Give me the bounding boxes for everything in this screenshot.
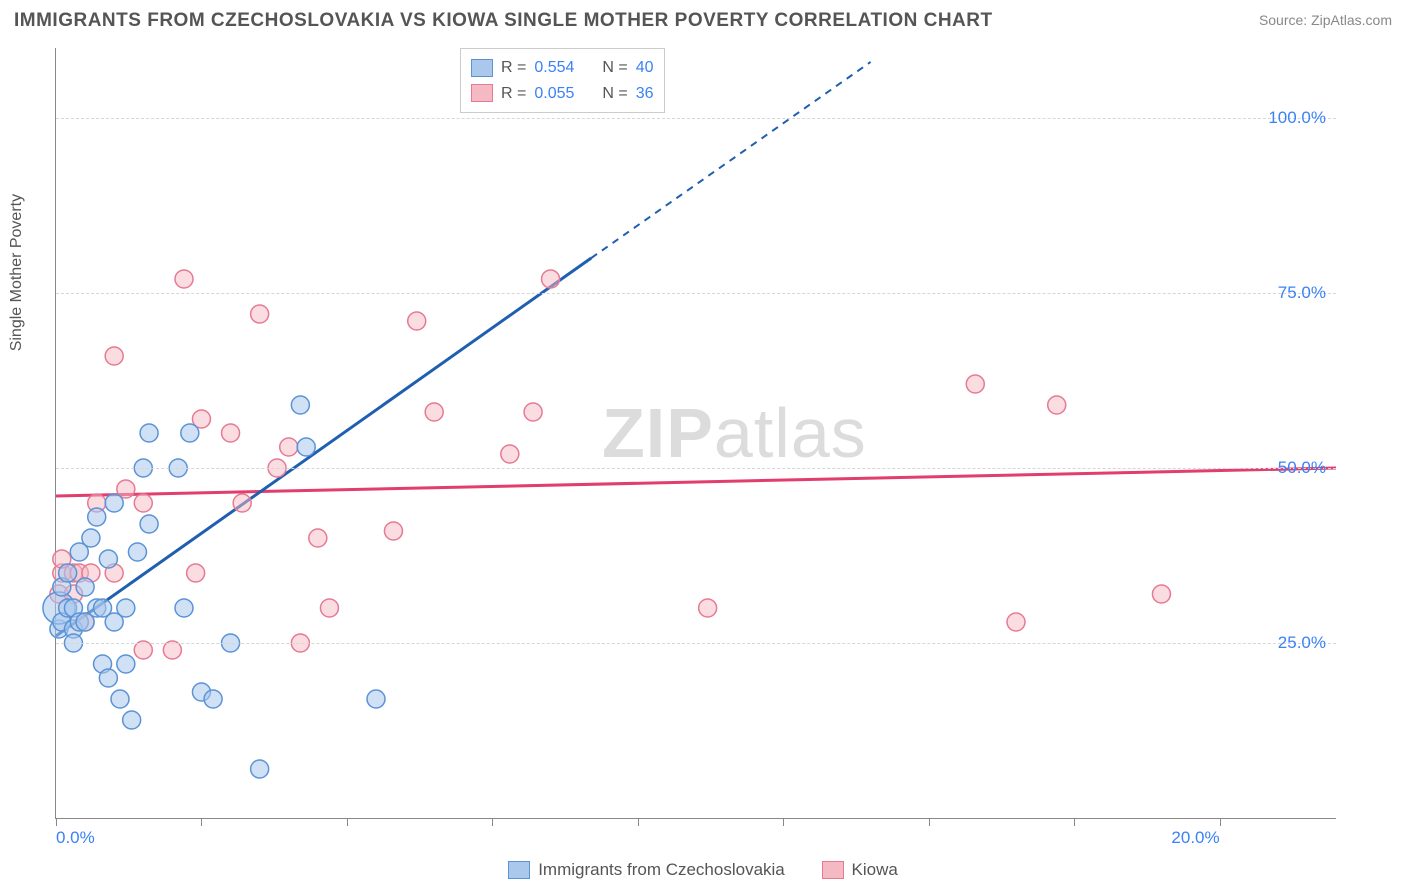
x-tick bbox=[1220, 818, 1221, 826]
y-tick-label: 25.0% bbox=[1278, 633, 1326, 653]
source-label: Source: ZipAtlas.com bbox=[1259, 12, 1392, 28]
plot-svg bbox=[56, 48, 1336, 818]
scatter-point-pink bbox=[309, 529, 327, 547]
scatter-point-pink bbox=[384, 522, 402, 540]
scatter-point-blue bbox=[181, 424, 199, 442]
legend-item-pink: Kiowa bbox=[822, 860, 898, 880]
x-tick bbox=[929, 818, 930, 826]
scatter-point-pink bbox=[425, 403, 443, 421]
scatter-point-blue bbox=[105, 494, 123, 512]
scatter-point-blue bbox=[128, 543, 146, 561]
n-label: N = bbox=[602, 55, 627, 81]
scatter-point-blue bbox=[140, 515, 158, 533]
swatch-pink bbox=[471, 84, 493, 102]
scatter-point-pink bbox=[175, 270, 193, 288]
scatter-point-pink bbox=[134, 494, 152, 512]
n-value-pink: 36 bbox=[636, 81, 654, 107]
gridline-h bbox=[56, 293, 1336, 294]
legend-row-pink: R = 0.055 N = 36 bbox=[471, 81, 654, 107]
x-tick bbox=[201, 818, 202, 826]
y-tick-label: 50.0% bbox=[1278, 458, 1326, 478]
scatter-point-pink bbox=[501, 445, 519, 463]
r-value-pink: 0.055 bbox=[534, 81, 574, 107]
scatter-point-pink bbox=[1007, 613, 1025, 631]
scatter-point-blue bbox=[251, 760, 269, 778]
scatter-point-pink bbox=[280, 438, 298, 456]
x-tick bbox=[1074, 818, 1075, 826]
y-tick-label: 75.0% bbox=[1278, 283, 1326, 303]
trend-line-pink bbox=[56, 468, 1336, 496]
swatch-blue bbox=[471, 59, 493, 77]
scatter-point-blue bbox=[117, 599, 135, 617]
scatter-point-pink bbox=[222, 424, 240, 442]
legend-label-blue: Immigrants from Czechoslovakia bbox=[538, 860, 785, 880]
scatter-point-pink bbox=[524, 403, 542, 421]
n-value-blue: 40 bbox=[636, 55, 654, 81]
scatter-point-blue bbox=[291, 396, 309, 414]
scatter-point-blue bbox=[140, 424, 158, 442]
chart-title: IMMIGRANTS FROM CZECHOSLOVAKIA VS KIOWA … bbox=[14, 10, 993, 32]
scatter-point-pink bbox=[699, 599, 717, 617]
scatter-point-pink bbox=[233, 494, 251, 512]
scatter-point-pink bbox=[542, 270, 560, 288]
r-label: R = bbox=[501, 81, 526, 107]
scatter-point-blue bbox=[175, 599, 193, 617]
r-label: R = bbox=[501, 55, 526, 81]
gridline-h bbox=[56, 118, 1336, 119]
gridline-h bbox=[56, 468, 1336, 469]
legend-series: Immigrants from Czechoslovakia Kiowa bbox=[0, 860, 1406, 884]
scatter-point-pink bbox=[1152, 585, 1170, 603]
scatter-point-pink bbox=[105, 347, 123, 365]
scatter-point-blue bbox=[99, 550, 117, 568]
plot-area: ZIPatlas 25.0%50.0%75.0%100.0%0.0%20.0% bbox=[55, 48, 1336, 819]
x-tick-label: 0.0% bbox=[56, 828, 95, 848]
scatter-point-blue bbox=[204, 690, 222, 708]
scatter-point-blue bbox=[123, 711, 141, 729]
scatter-point-pink bbox=[187, 564, 205, 582]
legend-row-blue: R = 0.554 N = 40 bbox=[471, 55, 654, 81]
swatch-blue bbox=[508, 861, 530, 879]
x-tick bbox=[347, 818, 348, 826]
n-label: N = bbox=[602, 81, 627, 107]
scatter-point-blue bbox=[297, 438, 315, 456]
scatter-point-pink bbox=[966, 375, 984, 393]
r-value-blue: 0.554 bbox=[534, 55, 574, 81]
scatter-point-blue bbox=[367, 690, 385, 708]
x-tick bbox=[492, 818, 493, 826]
scatter-point-pink bbox=[1048, 396, 1066, 414]
scatter-point-blue bbox=[82, 529, 100, 547]
legend-label-pink: Kiowa bbox=[852, 860, 898, 880]
x-tick bbox=[783, 818, 784, 826]
scatter-point-blue bbox=[88, 508, 106, 526]
y-tick-label: 100.0% bbox=[1268, 108, 1326, 128]
scatter-point-blue bbox=[117, 655, 135, 673]
x-tick bbox=[56, 818, 57, 826]
swatch-pink bbox=[822, 861, 844, 879]
scatter-point-blue bbox=[111, 690, 129, 708]
x-tick bbox=[638, 818, 639, 826]
scatter-point-blue bbox=[99, 669, 117, 687]
scatter-point-pink bbox=[320, 599, 338, 617]
scatter-point-pink bbox=[251, 305, 269, 323]
x-tick-label: 20.0% bbox=[1171, 828, 1219, 848]
scatter-point-pink bbox=[408, 312, 426, 330]
scatter-point-blue bbox=[76, 578, 94, 596]
legend-correlation: R = 0.554 N = 40 R = 0.055 N = 36 bbox=[460, 48, 665, 113]
y-axis-label: Single Mother Poverty bbox=[8, 194, 26, 351]
legend-item-blue: Immigrants from Czechoslovakia bbox=[508, 860, 785, 880]
scatter-point-blue bbox=[59, 564, 77, 582]
gridline-h bbox=[56, 643, 1336, 644]
